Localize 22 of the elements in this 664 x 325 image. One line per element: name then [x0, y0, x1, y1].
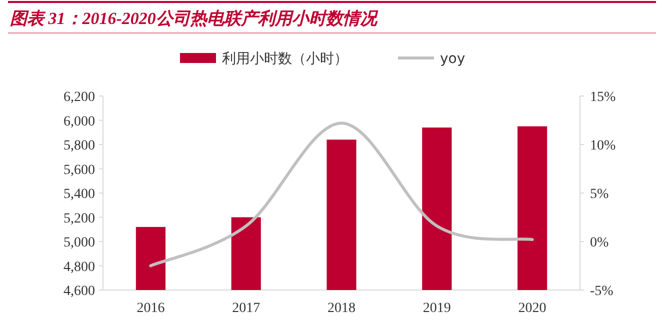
y-tick-label: 4,600 — [64, 284, 95, 299]
title: 图表 31：2016-2020公司热电联产利用小时数情况 — [10, 9, 377, 28]
legend-label: yoy — [440, 51, 466, 67]
y-tick-label: 5,400 — [64, 187, 95, 202]
y2-tick-label: 15% — [590, 90, 616, 105]
y2-tick-label: 10% — [590, 138, 616, 154]
y-tick-label: 5,200 — [64, 211, 95, 226]
x-tick-label: 2020 — [518, 301, 546, 316]
x-tick-label: 2016 — [136, 301, 165, 316]
y-tick-label: 5,600 — [64, 162, 95, 178]
y-tick-label: 6,000 — [64, 114, 95, 130]
y-tick-label: 5,000 — [64, 236, 95, 250]
y-tick-label: 4,800 — [64, 260, 95, 275]
y2-tick-label: 0% — [590, 236, 609, 250]
y-tick-label: 5,800 — [64, 138, 95, 154]
legend-label: 利用小时数（小时） — [222, 51, 348, 67]
y2-tick-label: -5% — [590, 284, 614, 299]
x-tick-label: 2019 — [422, 301, 451, 316]
y2-tick-label: 5% — [590, 187, 609, 202]
y-tick-label: 6,200 — [64, 90, 95, 105]
x-tick-label: 2017 — [232, 301, 260, 316]
x-tick-label: 2018 — [328, 301, 356, 316]
